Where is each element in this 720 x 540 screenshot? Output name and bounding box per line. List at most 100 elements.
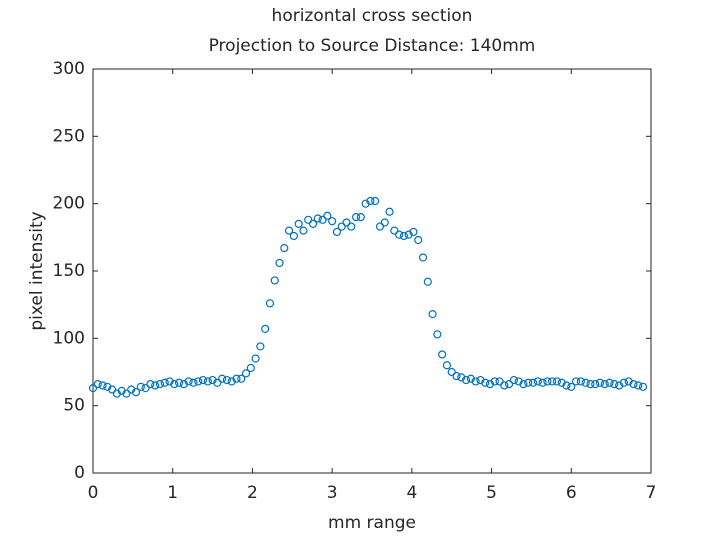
- point: [366, 196, 375, 206]
- point: [351, 213, 361, 222]
- chart-subtitle: Projection to Source Distance: 140mm: [209, 36, 536, 56]
- x-tick-label: 2: [247, 483, 258, 503]
- point: [237, 374, 246, 383]
- point: [423, 277, 432, 286]
- point: [428, 309, 437, 319]
- point: [505, 380, 514, 389]
- point: [146, 380, 155, 389]
- y-tick-label: 300: [53, 59, 85, 79]
- point: [395, 230, 404, 239]
- point: [103, 382, 112, 391]
- point: [280, 244, 289, 253]
- point: [294, 219, 303, 228]
- point: [481, 378, 490, 387]
- x-tick-label: 1: [167, 483, 178, 503]
- point: [433, 330, 442, 339]
- point: [222, 375, 232, 385]
- point: [471, 377, 480, 386]
- point: [418, 253, 428, 262]
- point: [155, 380, 165, 389]
- point: [538, 378, 547, 387]
- point: [356, 213, 365, 222]
- x-tick-label: 3: [327, 483, 338, 503]
- point: [361, 199, 370, 208]
- y-tick-label: 100: [53, 328, 85, 348]
- point: [299, 226, 308, 235]
- point: [629, 380, 638, 389]
- point: [581, 378, 590, 387]
- point: [141, 384, 150, 393]
- point: [519, 380, 528, 389]
- point: [571, 377, 581, 386]
- point: [533, 377, 542, 386]
- point: [452, 371, 461, 381]
- point: [218, 374, 227, 383]
- point: [447, 367, 456, 377]
- point: [586, 380, 595, 389]
- point: [160, 378, 169, 387]
- point: [241, 369, 251, 378]
- point: [108, 385, 117, 394]
- point: [270, 276, 279, 285]
- point: [457, 373, 466, 382]
- point: [605, 378, 614, 387]
- point: [600, 380, 609, 389]
- point: [495, 377, 504, 386]
- point: [127, 385, 136, 394]
- point: [198, 375, 208, 385]
- point: [184, 377, 193, 386]
- point: [232, 374, 241, 383]
- point: [485, 380, 495, 389]
- point: [251, 354, 260, 363]
- point: [337, 222, 346, 231]
- point: [562, 381, 571, 390]
- point: [93, 380, 102, 389]
- point: [194, 377, 203, 386]
- point: [136, 382, 145, 391]
- x-tick-label: 0: [88, 483, 99, 503]
- point: [284, 226, 294, 235]
- point: [576, 377, 585, 386]
- point: [117, 386, 126, 395]
- point: [638, 382, 648, 391]
- point: [414, 235, 423, 245]
- point: [265, 299, 275, 308]
- point: [404, 230, 413, 239]
- point: [409, 227, 418, 237]
- point: [213, 378, 222, 387]
- x-tick-label: 6: [566, 483, 577, 503]
- point: [227, 377, 236, 386]
- point: [308, 219, 318, 228]
- point: [261, 324, 270, 334]
- point: [624, 377, 633, 386]
- point: [442, 361, 452, 370]
- point: [151, 381, 160, 390]
- point: [390, 226, 399, 235]
- point: [289, 231, 298, 241]
- point: [179, 380, 188, 389]
- x-tick-label: 4: [406, 483, 417, 503]
- point: [88, 384, 98, 393]
- point: [112, 389, 122, 398]
- point: [347, 222, 356, 231]
- point: [380, 218, 389, 227]
- point: [543, 377, 552, 386]
- point: [304, 215, 313, 224]
- point: [165, 377, 174, 386]
- point: [208, 375, 217, 385]
- point: [332, 227, 342, 237]
- y-tick-label: 0: [74, 463, 85, 483]
- point: [313, 214, 322, 223]
- point: [557, 378, 566, 387]
- y-tick-label: 200: [53, 194, 85, 214]
- point: [174, 378, 184, 387]
- y-tick-label: 50: [63, 396, 85, 416]
- point: [552, 377, 562, 386]
- point: [323, 211, 332, 220]
- y-tick-label: 150: [53, 261, 85, 281]
- point: [98, 381, 107, 390]
- point: [318, 215, 327, 224]
- x-tick-label: 5: [486, 483, 497, 503]
